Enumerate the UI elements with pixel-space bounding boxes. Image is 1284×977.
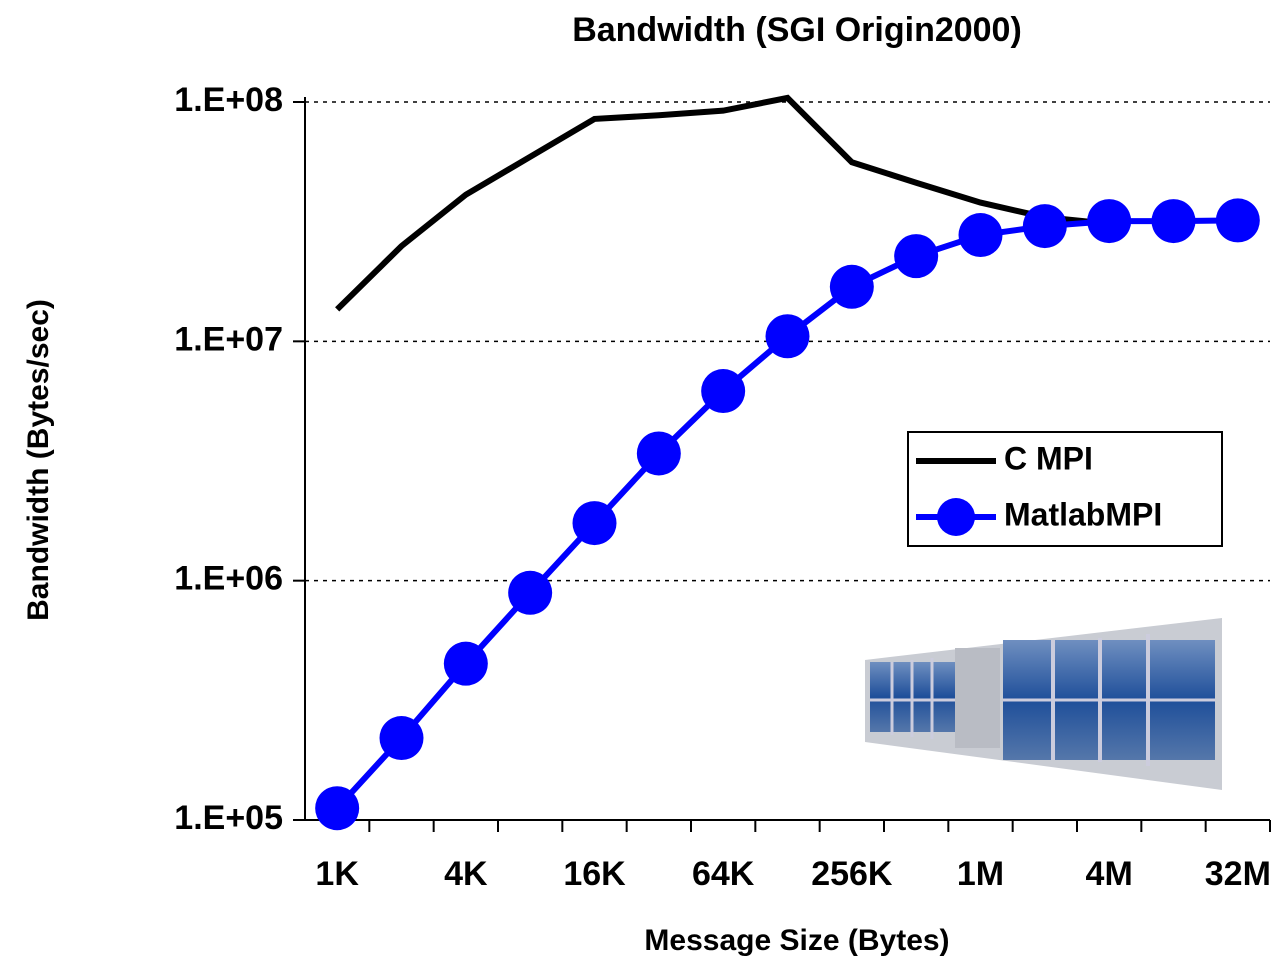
legend-label: C MPI (1004, 440, 1093, 476)
x-tick-label: 16K (563, 855, 626, 893)
data-point (1216, 198, 1260, 242)
data-point (830, 265, 874, 309)
data-point (1087, 199, 1131, 243)
data-point (766, 314, 810, 358)
data-point (573, 501, 617, 545)
data-point (959, 213, 1003, 257)
x-tick-label: 32M (1205, 855, 1271, 893)
x-tick-label: 1M (957, 855, 1004, 893)
server-illustration (865, 618, 1222, 790)
legend-marker (937, 498, 975, 536)
data-point (508, 571, 552, 615)
data-point (637, 431, 681, 475)
legend-label: MatlabMPI (1004, 496, 1162, 532)
data-point (380, 716, 424, 760)
chart-title: Bandwidth (SGI Origin2000) (572, 11, 1022, 49)
y-axis-label: Bandwidth (Bytes/sec) (22, 299, 55, 621)
y-tick-label: 1.E+05 (174, 799, 283, 837)
data-point (315, 786, 359, 830)
x-axis-label: Message Size (Bytes) (644, 924, 949, 957)
data-point (444, 642, 488, 686)
chart: Bandwidth (SGI Origin2000) Message Size … (0, 0, 1284, 977)
y-tick-label: 1.E+06 (174, 560, 283, 598)
x-tick-label: 1K (315, 855, 359, 893)
x-tick-label: 64K (692, 855, 755, 893)
y-tick-label: 1.E+07 (174, 320, 283, 358)
x-tick-label: 4M (1086, 855, 1133, 893)
x-tick-label: 4K (444, 855, 488, 893)
data-point (894, 234, 938, 278)
y-tick-label: 1.E+08 (174, 81, 283, 119)
data-point (1023, 204, 1067, 248)
data-point (1152, 199, 1196, 243)
series-line (337, 98, 1109, 309)
data-point (701, 369, 745, 413)
x-tick-label: 256K (811, 855, 893, 893)
